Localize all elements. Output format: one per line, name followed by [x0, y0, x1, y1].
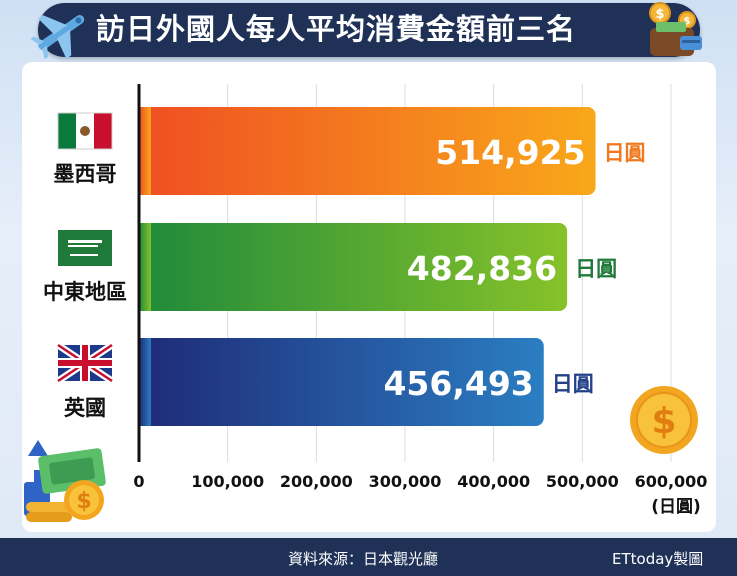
value-label-middle-east: 482,836 — [407, 249, 557, 288]
chart-title: 訪日外國人每人平均消費金額前三名 — [96, 12, 577, 46]
x-tick-label: 200,000 — [280, 472, 353, 491]
svg-text:$: $ — [684, 16, 691, 27]
footer-bar — [0, 538, 737, 576]
uk-flag-icon — [56, 342, 114, 384]
mexico-flag-icon — [57, 112, 113, 150]
x-tick-label: 300,000 — [369, 472, 442, 491]
x-axis-unit-label: (日圓) — [651, 497, 701, 517]
bar-base-uk — [139, 338, 151, 426]
wallet-money-icon: $ $ — [649, 2, 702, 56]
bar-uk — [139, 338, 544, 426]
credit-text: ETtoday製圖 — [612, 550, 704, 568]
x-tick-label: 0 — [133, 472, 144, 491]
unit-label-middle-east: 日圓 — [575, 257, 617, 281]
title-bar — [38, 3, 700, 57]
bar-mexico — [139, 107, 596, 195]
saudi-arabia-flag-icon — [58, 230, 112, 266]
bar-base-mexico — [139, 107, 151, 195]
bar-middle-east — [139, 223, 568, 311]
money-growth-icon: $ — [24, 440, 106, 522]
x-tick-label: 100,000 — [191, 472, 264, 491]
svg-text:$: $ — [655, 7, 664, 22]
value-label-uk: 456,493 — [383, 364, 533, 403]
bar-base-middle-east — [139, 223, 151, 311]
svg-text:$: $ — [76, 489, 91, 514]
airplane-icon — [30, 15, 85, 60]
unit-label-uk: 日圓 — [552, 372, 594, 396]
category-label-uk: 英國 — [64, 396, 106, 420]
x-tick-label: 500,000 — [546, 472, 619, 491]
x-tick-label: 400,000 — [457, 472, 530, 491]
category-label-mexico: 墨西哥 — [53, 162, 117, 186]
category-label-middle-east: 中東地區 — [43, 280, 127, 304]
value-label-mexico: 514,925 — [435, 133, 585, 172]
unit-label-mexico: 日圓 — [604, 141, 646, 165]
source-text: 資料來源：日本觀光廳 — [288, 550, 439, 568]
x-tick-label: 600,000 — [635, 472, 708, 491]
svg-text:$: $ — [651, 401, 676, 442]
dollar-coin-icon: $ — [630, 386, 698, 454]
